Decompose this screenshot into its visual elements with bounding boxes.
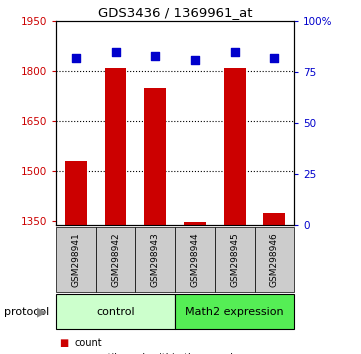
Bar [144, 88, 166, 225]
Bar [264, 213, 285, 225]
Bar [105, 68, 126, 225]
Text: GSM298941: GSM298941 [71, 232, 80, 287]
Text: ■: ■ [60, 353, 69, 354]
Point [73, 55, 79, 61]
FancyBboxPatch shape [56, 294, 175, 329]
Point [232, 49, 238, 55]
Text: GSM298944: GSM298944 [191, 232, 199, 287]
Text: GSM298946: GSM298946 [270, 232, 279, 287]
Text: GSM298942: GSM298942 [111, 232, 120, 287]
Point [271, 55, 277, 61]
Text: control: control [96, 307, 135, 316]
Text: ▶: ▶ [37, 305, 46, 318]
FancyBboxPatch shape [255, 227, 294, 292]
FancyBboxPatch shape [215, 227, 255, 292]
Point [152, 53, 158, 59]
Text: protocol: protocol [4, 307, 49, 316]
FancyBboxPatch shape [175, 294, 294, 329]
Title: GDS3436 / 1369961_at: GDS3436 / 1369961_at [98, 6, 252, 19]
Text: GSM298945: GSM298945 [230, 232, 239, 287]
Text: percentile rank within the sample: percentile rank within the sample [74, 353, 239, 354]
Text: GSM298943: GSM298943 [151, 232, 160, 287]
Text: count: count [74, 338, 102, 348]
Text: ■: ■ [60, 338, 69, 348]
Point [113, 49, 118, 55]
Bar [65, 161, 87, 225]
FancyBboxPatch shape [135, 227, 175, 292]
FancyBboxPatch shape [96, 227, 135, 292]
Bar [184, 222, 206, 225]
FancyBboxPatch shape [56, 227, 96, 292]
Point [192, 57, 198, 63]
FancyBboxPatch shape [175, 227, 215, 292]
Text: Math2 expression: Math2 expression [185, 307, 284, 316]
Bar [224, 68, 245, 225]
